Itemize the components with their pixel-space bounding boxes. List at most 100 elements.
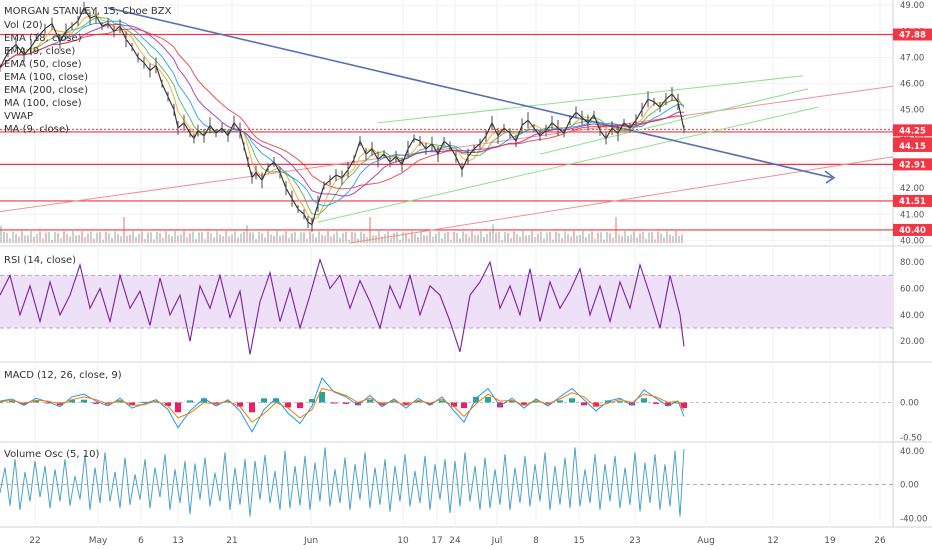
- volume-bar: [78, 235, 80, 243]
- volume-bar: [459, 238, 461, 243]
- volume-bar: [96, 232, 98, 243]
- volume-bar: [54, 231, 56, 243]
- volume-bar: [165, 231, 167, 243]
- volume-bar: [576, 235, 578, 243]
- volume-bar: [144, 238, 146, 243]
- volume-bar: [246, 225, 248, 243]
- volume-bar: [462, 231, 464, 243]
- macd-histogram-bar: [81, 399, 87, 403]
- volume-bar: [501, 239, 503, 243]
- indicator-label: Vol (20): [4, 20, 43, 31]
- price-tag: [893, 223, 932, 236]
- volume-bar: [150, 232, 152, 243]
- price-tag: [893, 139, 932, 152]
- time-tick-label: 8: [533, 536, 539, 546]
- volume-bar: [609, 233, 611, 243]
- volume-bar: [3, 231, 5, 243]
- macd-histogram-bar: [187, 400, 193, 403]
- indicator-label: EMA (100, close): [4, 72, 88, 83]
- macd-histogram-bar: [261, 398, 267, 403]
- macd-histogram-bar: [509, 400, 515, 403]
- volume-bar: [84, 237, 86, 243]
- time-tick-label: 21: [226, 536, 237, 546]
- indicator-label: EMA (18, close): [4, 33, 82, 44]
- macd-histogram-bar: [569, 398, 575, 403]
- macd-histogram-bar: [581, 402, 587, 406]
- price-tag: [893, 194, 932, 207]
- volume-bar: [663, 237, 665, 243]
- volume-bar: [264, 237, 266, 243]
- price-tick-label: 49.00: [900, 1, 924, 11]
- volume-bar: [219, 234, 221, 243]
- volume-bar: [618, 234, 620, 243]
- volume-bar: [126, 235, 128, 243]
- moving-average-line: [0, 28, 685, 190]
- volume-bar: [636, 237, 638, 243]
- macd-histogram-bar: [117, 400, 123, 403]
- volume-bar: [207, 231, 209, 243]
- volume-bar: [81, 231, 83, 243]
- macd-histogram-bar: [297, 402, 303, 409]
- volume-bar: [627, 235, 629, 243]
- volume-bar: [330, 236, 332, 243]
- macd-histogram-bar: [557, 400, 563, 403]
- macd-histogram-bar: [319, 392, 325, 403]
- volume-bar: [432, 236, 434, 243]
- vol-osc-tick-label: 40.00: [900, 447, 924, 457]
- macd-histogram-bar: [225, 401, 231, 403]
- volume-bar: [507, 232, 509, 243]
- volume-bar: [417, 236, 419, 243]
- volume-bar: [186, 237, 188, 243]
- indicator-label: EMA (50, close): [4, 59, 82, 70]
- price-tick-label: 44.00: [900, 132, 924, 142]
- time-tick-label: Aug: [697, 536, 715, 546]
- moving-average-line: [0, 20, 685, 207]
- macd-histogram-bar: [153, 401, 159, 403]
- volume-bar: [243, 231, 245, 243]
- volume-bar: [273, 235, 275, 243]
- trend-arrowhead: [824, 170, 836, 184]
- price-tag-label: 40.40: [899, 226, 926, 236]
- volume-bar: [6, 232, 8, 243]
- volume-bar: [390, 238, 392, 243]
- chart-title: MORGAN STANLEY, 15, Cboe BZX: [4, 6, 172, 17]
- volume-bar: [282, 234, 284, 243]
- volume-bar: [642, 231, 644, 243]
- time-tick-label: 22: [29, 536, 40, 546]
- macd-histogram-bar: [331, 402, 337, 404]
- time-tick-label: 6: [138, 536, 144, 546]
- macd-histogram-bar: [355, 402, 361, 406]
- grid: [0, 0, 932, 528]
- volume-bar: [450, 239, 452, 243]
- volume-bar: [561, 237, 563, 243]
- macd-histogram-bar: [403, 402, 409, 406]
- volume-bar: [75, 235, 77, 243]
- volume-bar: [63, 231, 65, 243]
- channel-line-red: [0, 85, 894, 213]
- volume-bar: [156, 231, 158, 243]
- volume-bar: [228, 235, 230, 243]
- volume-bar: [567, 234, 569, 243]
- volume-bar: [198, 232, 200, 243]
- macd-histogram-bar: [497, 402, 503, 408]
- volume-bar: [255, 239, 257, 243]
- volume-bar: [612, 237, 614, 243]
- price-tick-label: 40.00: [900, 236, 924, 246]
- macd-histogram-bar: [617, 401, 623, 403]
- rsi-band: [0, 275, 893, 329]
- indicator-labels: MORGAN STANLEY, 15, Cboe BZX Vol (20) EM…: [4, 6, 172, 460]
- volume-bar: [270, 234, 272, 243]
- volume-bar: [249, 232, 251, 243]
- volume-bar: [555, 231, 557, 243]
- macd-histogram-bar: [285, 402, 291, 408]
- volume-bar: [348, 239, 350, 243]
- volume-bar: [351, 232, 353, 243]
- volume-bar: [336, 231, 338, 243]
- price-axis: 49.0048.0047.0046.0045.0044.0043.0042.00…: [893, 1, 932, 524]
- volume-bar: [153, 239, 155, 243]
- volume-bar: [117, 234, 119, 243]
- macd-histogram-bar: [237, 402, 243, 407]
- macd-histogram-bar: [451, 402, 457, 407]
- volume-bar: [261, 233, 263, 243]
- volume-bar: [597, 232, 599, 243]
